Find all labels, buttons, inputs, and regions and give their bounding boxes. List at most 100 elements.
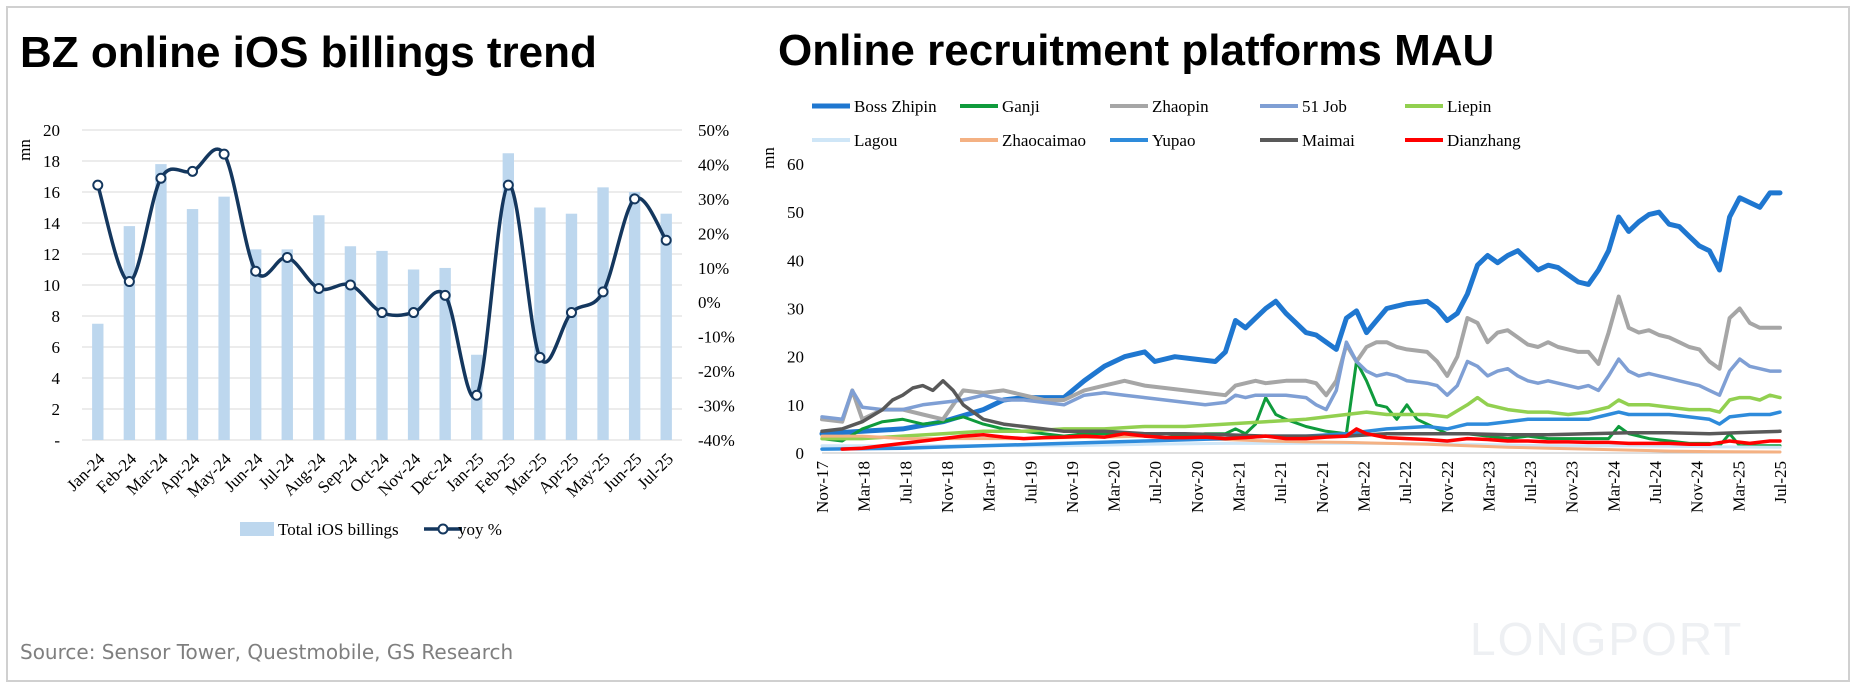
yoy-point bbox=[597, 286, 609, 298]
mau-x-tick-label: Jul-23 bbox=[1521, 461, 1540, 504]
watermark: LONGPORT bbox=[1470, 613, 1744, 665]
right-y-tick: -10% bbox=[698, 328, 735, 347]
bar bbox=[376, 250, 388, 440]
mau-x-tick-label: Jul-18 bbox=[896, 461, 915, 504]
left-y-tick: 20 bbox=[43, 121, 60, 140]
mau-x-tick-label: Mar-19 bbox=[980, 461, 999, 512]
bar bbox=[250, 249, 262, 440]
legend-label-zhaocaimao: Zhaocaimao bbox=[1002, 131, 1086, 150]
mau-y-tick: 60 bbox=[787, 155, 804, 174]
bar bbox=[344, 246, 357, 440]
series-line-dianzhang bbox=[840, 427, 1782, 451]
series-line-zhaopin bbox=[820, 294, 1782, 424]
left-y-tick: 12 bbox=[43, 245, 60, 264]
legend-label-dianzhang: Dianzhang bbox=[1447, 131, 1521, 150]
mau-x-tick-label: Nov-22 bbox=[1438, 461, 1457, 513]
legend-marker-yoy bbox=[437, 523, 449, 535]
mau-x-tick-label: Mar-24 bbox=[1604, 461, 1623, 512]
mau-x-tick-label: Nov-20 bbox=[1188, 461, 1207, 513]
yoy-point bbox=[187, 165, 199, 177]
left-y-tick: 14 bbox=[43, 214, 61, 233]
bar bbox=[313, 215, 325, 440]
bar bbox=[502, 153, 514, 440]
bar bbox=[186, 209, 199, 440]
yoy-point bbox=[92, 179, 104, 191]
left-chart-title: BZ online iOS billings trend bbox=[20, 28, 597, 77]
mau-x-tick-label: Nov-18 bbox=[938, 461, 957, 513]
mau-x-tick-label: Nov-23 bbox=[1563, 461, 1582, 513]
legend-label-zhaopin: Zhaopin bbox=[1152, 97, 1209, 116]
bar bbox=[123, 226, 136, 440]
mau-x-tick-label: Jul-22 bbox=[1396, 461, 1415, 504]
series-line-maimai bbox=[820, 379, 1782, 438]
mau-y-tick: 40 bbox=[787, 251, 804, 270]
mau-x-tick-label: Mar-23 bbox=[1479, 461, 1498, 512]
mau-x-tick-label: Jul-25 bbox=[1771, 461, 1790, 504]
left-y-tick: 18 bbox=[43, 152, 60, 171]
left-y-tick: - bbox=[54, 431, 60, 450]
mau-x-tick-label: Mar-18 bbox=[855, 461, 874, 512]
legend-label-ganji: Ganji bbox=[1002, 97, 1040, 116]
mau-x-tick-label: Mar-20 bbox=[1105, 461, 1124, 512]
left-y-tick: 16 bbox=[43, 183, 60, 202]
mau-x-tick-label: Jul-19 bbox=[1021, 461, 1040, 504]
right-chart-title: Online recruitment platforms MAU bbox=[778, 26, 1495, 75]
legend-label-lagou: Lagou bbox=[854, 131, 898, 150]
legend-label-billings: Total iOS billings bbox=[278, 520, 399, 539]
yoy-point bbox=[502, 179, 514, 191]
bar bbox=[92, 323, 104, 440]
mau-x-tick-label: Mar-21 bbox=[1230, 461, 1249, 512]
mau-x-tick-label: Nov-24 bbox=[1688, 461, 1707, 513]
bar bbox=[628, 192, 641, 440]
mau-y-tick: 30 bbox=[787, 300, 804, 319]
legend-label-yoy: yoy % bbox=[458, 520, 502, 539]
bar bbox=[597, 187, 609, 440]
yoy-point bbox=[408, 307, 420, 319]
legend-label-51-job: 51 Job bbox=[1302, 97, 1347, 116]
yoy-point bbox=[376, 307, 388, 319]
yoy-point bbox=[123, 276, 135, 288]
mau-x-tick-label: Jul-21 bbox=[1271, 461, 1290, 504]
mau-x-tick-label: Jul-24 bbox=[1646, 461, 1665, 504]
bar bbox=[565, 213, 578, 440]
right-y-tick: 20% bbox=[698, 224, 729, 243]
yoy-point bbox=[218, 148, 230, 160]
legend-label-liepin: Liepin bbox=[1447, 97, 1492, 116]
right-y-tick: -40% bbox=[698, 431, 735, 450]
bar bbox=[534, 207, 546, 440]
x-tick-label: Jul-25 bbox=[634, 449, 677, 492]
right-y-tick: 10% bbox=[698, 259, 729, 278]
bar bbox=[155, 164, 167, 440]
right-y-tick: -30% bbox=[698, 397, 735, 416]
yoy-point bbox=[629, 193, 641, 205]
source-note: Source: Sensor Tower, Questmobile, GS Re… bbox=[20, 640, 514, 664]
left-y-tick: 10 bbox=[43, 276, 60, 295]
right-y-tick: -20% bbox=[698, 362, 735, 381]
mau-x-tick-label: Nov-21 bbox=[1313, 461, 1332, 513]
mau-x-tick-label: Mar-25 bbox=[1729, 461, 1748, 512]
yoy-point bbox=[344, 279, 356, 291]
mau-x-tick-label: Nov-17 bbox=[813, 461, 832, 513]
yoy-point bbox=[534, 351, 546, 363]
mau-chart: 0 10 20 30 40 50 60 mn Nov-17 Mar-18 Jul-18 Nov-18 M… bbox=[760, 97, 1790, 513]
right-y-tick: 40% bbox=[698, 155, 729, 174]
yoy-point bbox=[471, 389, 483, 401]
left-y-tick: 4 bbox=[52, 369, 61, 388]
mau-x-tick-label: Jul-20 bbox=[1146, 461, 1165, 504]
series-line-51-job bbox=[820, 340, 1782, 422]
yoy-point bbox=[565, 307, 577, 319]
left-y-tick: 6 bbox=[52, 338, 61, 357]
mau-y-axis-label: mn bbox=[760, 147, 778, 169]
series-line-zhaocaimao bbox=[820, 434, 1782, 454]
right-y-tick: 0% bbox=[698, 293, 721, 312]
left-y-tick: 8 bbox=[52, 307, 61, 326]
yoy-point bbox=[313, 282, 325, 294]
billings-chart: - 2 4 6 8 10 12 14 16 18 20 -40% -30% -20% -10% 0% 10% 20… bbox=[15, 121, 735, 539]
mau-x-tick-label: Mar-22 bbox=[1354, 461, 1373, 512]
legend-swatch-billings bbox=[240, 522, 274, 536]
legend-label-maimai: Maimai bbox=[1302, 131, 1355, 150]
bar bbox=[407, 269, 420, 440]
left-y-tick: 2 bbox=[52, 400, 61, 419]
mau-y-tick: 50 bbox=[787, 203, 804, 222]
bar bbox=[660, 213, 672, 440]
